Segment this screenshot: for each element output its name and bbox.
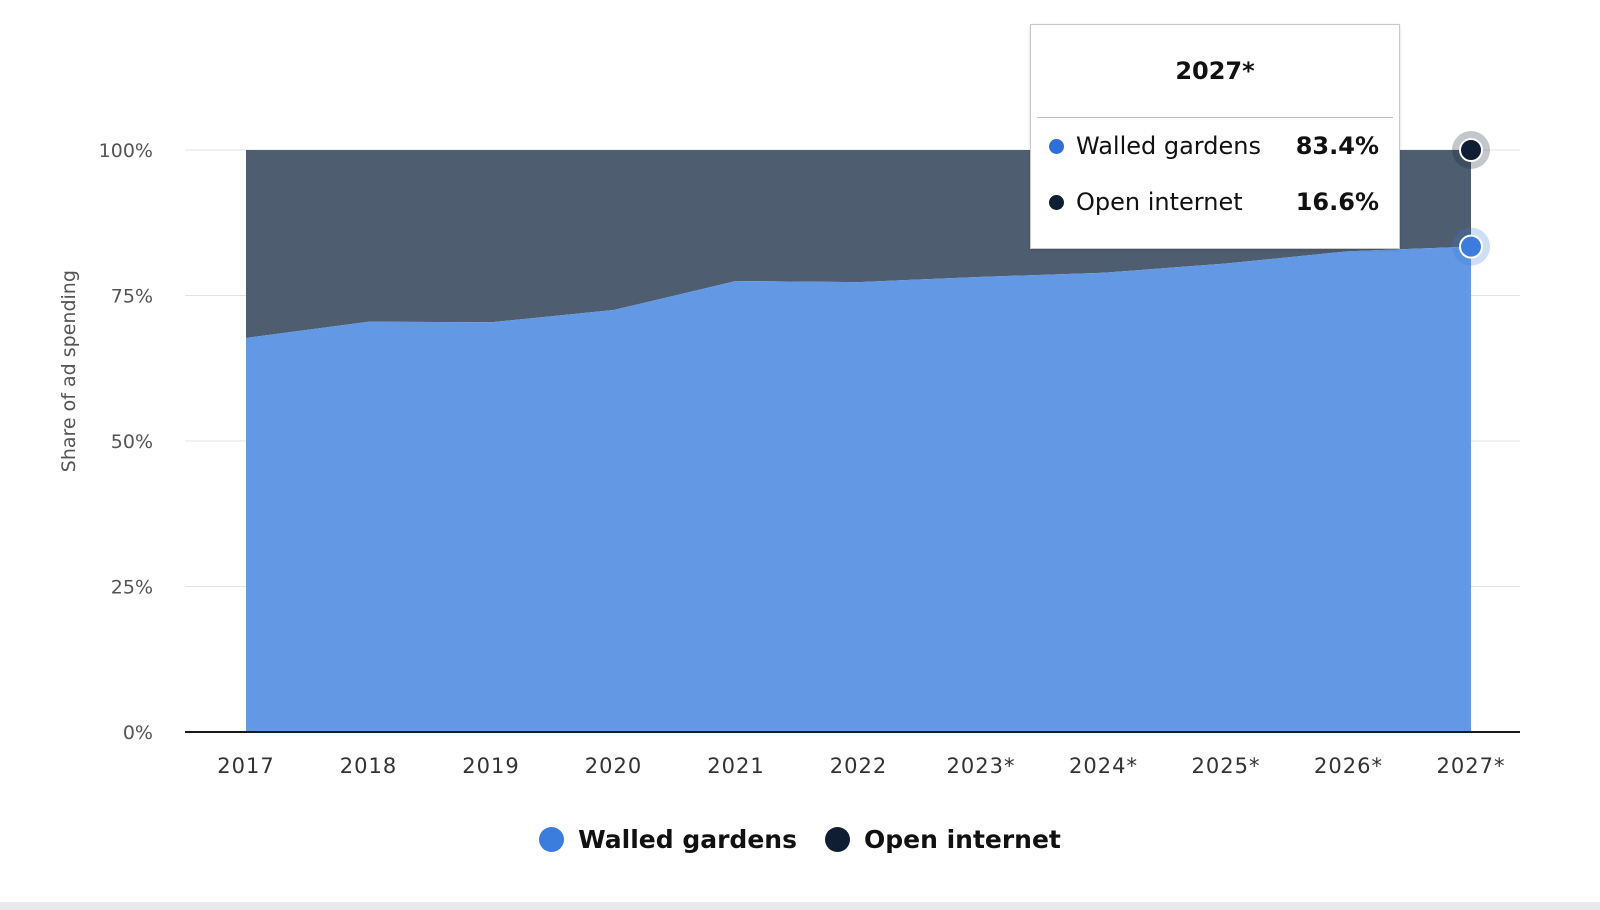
hover-markers[interactable] — [1452, 131, 1490, 266]
open-internet-legend-icon — [824, 827, 850, 852]
walled-gardens-dot-icon — [1049, 138, 1064, 154]
x-tick-label: 2018 — [340, 754, 397, 778]
x-tick-label: 2027* — [1437, 754, 1506, 778]
x-tick-label: 2025* — [1192, 754, 1261, 778]
x-tick-label: 2019 — [462, 754, 519, 778]
x-tick-label: 2021 — [707, 754, 764, 778]
x-tick-label: 2017 — [217, 754, 274, 778]
legend-item-open-internet[interactable]: Open internet — [824, 825, 1061, 854]
legend-item-walled-gardens[interactable]: Walled gardens — [539, 825, 797, 854]
tooltip-row-walled-gardens: Walled gardens 83.4% — [1031, 118, 1399, 174]
x-tick-label: 2023* — [947, 754, 1016, 778]
y-tick-label: 25% — [111, 577, 153, 599]
tooltip-series-name: Walled gardens — [1076, 132, 1261, 160]
page-footer-band — [0, 902, 1600, 910]
tooltip-title: 2027* — [1037, 25, 1393, 118]
x-tick-label: 2026* — [1314, 754, 1383, 778]
y-axis-title: Share of ad spending — [58, 270, 80, 472]
x-tick-label: 2020 — [585, 754, 642, 778]
tooltip-series-value: 16.6% — [1295, 188, 1379, 216]
axes: 0% 25% 50% 75% 100% 2017 2018 2019 2020 2021 2022 2… — [99, 140, 1520, 778]
y-tick-label: 0% — [123, 722, 153, 744]
walled-gardens-legend-icon — [539, 827, 565, 852]
walled-gardens-marker[interactable] — [1459, 234, 1483, 259]
x-tick-label: 2022 — [830, 754, 887, 778]
x-tick-label: 2024* — [1069, 754, 1138, 778]
open-internet-dot-icon — [1049, 194, 1064, 210]
area-walled-gardens — [246, 246, 1471, 732]
y-tick-label: 75% — [111, 286, 153, 308]
y-tick-label: 100% — [99, 140, 153, 162]
open-internet-marker[interactable] — [1459, 138, 1483, 162]
legend: Walled gardens Open internet — [0, 825, 1600, 854]
legend-label: Open internet — [863, 825, 1061, 854]
tooltip-row-open-internet: Open internet 16.6% — [1031, 174, 1399, 230]
legend-label: Walled gardens — [578, 825, 797, 854]
y-tick-label: 50% — [111, 431, 153, 453]
tooltip: 2027* Walled gardens 83.4% Open internet… — [1030, 24, 1400, 249]
tooltip-series-name: Open internet — [1076, 188, 1243, 216]
tooltip-series-value: 83.4% — [1295, 132, 1379, 160]
